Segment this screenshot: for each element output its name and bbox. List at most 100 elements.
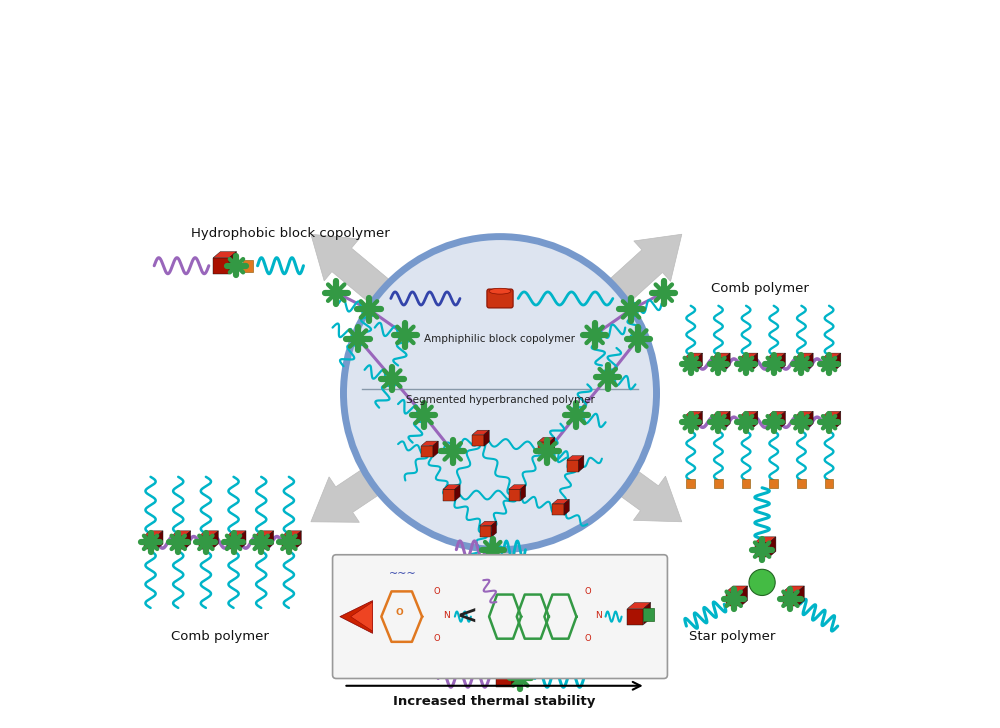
Text: Comb polymer: Comb polymer: [711, 282, 809, 295]
Polygon shape: [768, 353, 785, 357]
Polygon shape: [455, 485, 460, 501]
FancyArrow shape: [473, 521, 527, 622]
Bar: [755, 542, 769, 557]
Text: O: O: [433, 587, 440, 596]
FancyArrow shape: [311, 451, 407, 522]
Polygon shape: [484, 430, 489, 446]
Polygon shape: [685, 411, 702, 416]
FancyArrow shape: [311, 234, 408, 319]
Polygon shape: [780, 411, 785, 428]
Polygon shape: [433, 441, 438, 457]
Polygon shape: [520, 485, 526, 501]
Polygon shape: [808, 411, 813, 428]
Polygon shape: [579, 456, 584, 472]
Text: O: O: [584, 587, 591, 596]
Polygon shape: [227, 531, 246, 536]
Bar: [825, 479, 833, 488]
Bar: [255, 536, 268, 549]
Bar: [509, 489, 520, 501]
Bar: [567, 460, 579, 472]
Bar: [795, 416, 808, 428]
Polygon shape: [351, 602, 373, 631]
FancyArrow shape: [591, 234, 682, 318]
Polygon shape: [564, 499, 569, 515]
Polygon shape: [268, 531, 274, 549]
Bar: [783, 591, 798, 606]
Text: Hydrophobic block copolymer: Hydrophobic block copolymer: [191, 227, 389, 240]
Ellipse shape: [489, 288, 511, 294]
FancyBboxPatch shape: [487, 289, 513, 308]
Polygon shape: [340, 601, 373, 633]
Text: O: O: [433, 634, 440, 643]
Polygon shape: [823, 411, 841, 416]
Bar: [740, 357, 752, 370]
Polygon shape: [768, 411, 785, 416]
Text: ~~~: ~~~: [389, 569, 417, 579]
Text: Segmented hyperbranched polymer: Segmented hyperbranched polymer: [406, 395, 594, 405]
Bar: [768, 357, 780, 370]
FancyArrow shape: [593, 451, 682, 522]
Polygon shape: [627, 603, 651, 609]
Polygon shape: [496, 665, 519, 670]
Bar: [443, 489, 455, 501]
Bar: [742, 479, 750, 488]
Bar: [714, 479, 723, 488]
Polygon shape: [808, 353, 813, 370]
Polygon shape: [697, 353, 702, 370]
Polygon shape: [823, 353, 841, 357]
Bar: [685, 357, 697, 370]
Polygon shape: [443, 485, 460, 489]
Bar: [823, 416, 835, 428]
Text: <: <: [457, 605, 478, 628]
Circle shape: [749, 569, 775, 596]
Polygon shape: [491, 521, 497, 537]
Polygon shape: [185, 531, 191, 549]
Bar: [213, 258, 229, 274]
Polygon shape: [740, 353, 758, 357]
Text: Amphiphilic block copolymer: Amphiphilic block copolymer: [424, 333, 576, 344]
Polygon shape: [282, 531, 301, 536]
Polygon shape: [780, 353, 785, 370]
Bar: [538, 442, 550, 454]
Bar: [823, 357, 835, 370]
Polygon shape: [213, 252, 236, 258]
Bar: [686, 479, 695, 488]
Polygon shape: [567, 456, 584, 460]
Polygon shape: [725, 353, 730, 370]
Polygon shape: [783, 586, 804, 591]
Bar: [795, 357, 808, 370]
Polygon shape: [509, 485, 526, 489]
Bar: [627, 609, 643, 625]
Bar: [421, 446, 433, 457]
Polygon shape: [755, 537, 776, 542]
Polygon shape: [643, 603, 651, 625]
Polygon shape: [550, 438, 555, 454]
Polygon shape: [741, 586, 748, 606]
Polygon shape: [795, 353, 813, 357]
Bar: [472, 435, 484, 446]
Polygon shape: [480, 521, 497, 526]
Polygon shape: [725, 411, 730, 428]
Polygon shape: [172, 531, 191, 536]
Bar: [480, 526, 491, 537]
Polygon shape: [421, 441, 438, 446]
Polygon shape: [212, 531, 218, 549]
Polygon shape: [157, 531, 163, 549]
Text: N: N: [595, 611, 602, 620]
Bar: [643, 608, 654, 621]
Polygon shape: [229, 252, 236, 274]
Text: Star polymer: Star polymer: [689, 630, 776, 643]
Bar: [726, 591, 741, 606]
Bar: [227, 536, 240, 549]
Polygon shape: [798, 586, 804, 606]
Text: Comb polymer: Comb polymer: [171, 630, 269, 643]
Polygon shape: [552, 499, 569, 504]
Polygon shape: [752, 411, 758, 428]
Polygon shape: [538, 438, 555, 442]
Polygon shape: [752, 353, 758, 370]
Bar: [172, 536, 185, 549]
Polygon shape: [512, 665, 519, 687]
Polygon shape: [472, 430, 489, 435]
Polygon shape: [295, 531, 301, 549]
Bar: [243, 260, 253, 272]
